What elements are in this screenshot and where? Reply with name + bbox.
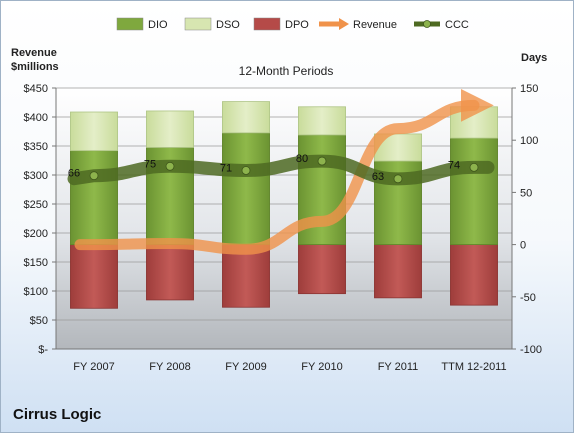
left-tick-label: $50	[30, 315, 48, 327]
bar-dpo	[374, 244, 422, 299]
legend-label: DSO	[216, 19, 240, 31]
bars	[70, 101, 498, 309]
left-axis-title-line: Revenue	[11, 47, 57, 59]
right-tick-label: 100	[520, 135, 538, 147]
right-tick-label: 150	[520, 83, 538, 95]
category-label: FY 2011	[378, 361, 419, 373]
bar-dso	[298, 106, 346, 136]
ccc-data-label: 75	[144, 158, 156, 170]
category-label: FY 2010	[301, 361, 342, 373]
plot-area	[56, 88, 512, 349]
left-tick-label: $100	[24, 286, 48, 298]
ccc-point	[393, 174, 403, 184]
ccc-line	[67, 154, 495, 186]
legend: DIO DSO DPO Revenue CCC	[116, 17, 469, 31]
legend-arrow-revenue	[339, 18, 349, 30]
category-label: TTM 12-2011	[441, 361, 506, 373]
left-axis-title-line: $millions	[11, 61, 59, 73]
left-tick-label: $350	[24, 141, 48, 153]
left-tick-label: $250	[24, 199, 48, 211]
bar-dpo	[146, 244, 194, 301]
left-tick-label: $450	[24, 83, 48, 95]
legend-label: CCC	[445, 19, 469, 31]
bar-dio	[450, 137, 498, 245]
ccc-point	[241, 166, 251, 175]
right-tick-label: 0	[520, 240, 526, 252]
axes: $- $50 $100 $150 $200 $250 $300 $350 $400 $450 -10…	[24, 83, 543, 373]
revenue-line	[74, 88, 494, 255]
ccc-point	[469, 162, 479, 172]
ccc-data-label: 63	[372, 171, 384, 183]
bar-dpo	[70, 244, 118, 309]
right-tick-label: -50	[520, 292, 536, 304]
left-tick-label: $400	[24, 112, 48, 124]
ccc-point	[165, 161, 175, 171]
legend-swatch-dio	[116, 17, 144, 31]
bar-dio	[70, 150, 118, 245]
left-tick-label: $200	[24, 228, 48, 240]
legend-swatch-dpo	[253, 17, 281, 31]
ccc-data-label: 71	[220, 162, 232, 174]
left-axis-title: Revenue $millions	[11, 47, 59, 73]
bar-dpo	[450, 244, 498, 306]
legend-marker-ccc	[423, 20, 431, 28]
right-tick-label: -100	[520, 344, 542, 356]
bar-dio	[222, 132, 270, 245]
legend-swatch-dso	[184, 17, 212, 31]
right-axis-title: Days	[521, 52, 547, 64]
ccc-data-label: 74	[448, 159, 460, 171]
bar-dpo	[298, 244, 346, 295]
ccc-data-label: 80	[296, 153, 308, 165]
category-label: FY 2007	[73, 361, 114, 373]
ccc-data-label: 66	[68, 168, 80, 180]
category-label: FY 2009	[225, 361, 266, 373]
left-tick-label: $150	[24, 257, 48, 269]
bar-dso	[222, 101, 270, 134]
company-name: Cirrus Logic	[13, 406, 101, 423]
left-tick-label: $-	[38, 344, 48, 356]
legend-label: DIO	[148, 19, 168, 31]
ccc-point	[89, 171, 99, 181]
left-tick-label: $300	[24, 170, 48, 182]
legend-label: Revenue	[353, 19, 397, 31]
chart-title: 12-Month Periods	[239, 64, 334, 78]
bar-dso	[146, 110, 194, 148]
data-labels: 66 75 71 80 63 74	[68, 153, 460, 183]
bar-dso	[70, 111, 118, 152]
category-label: FY 2008	[149, 361, 190, 373]
ccc-point	[317, 156, 327, 166]
series-lines	[67, 88, 495, 255]
right-tick-label: 50	[520, 187, 532, 199]
legend-label: DPO	[285, 19, 309, 31]
